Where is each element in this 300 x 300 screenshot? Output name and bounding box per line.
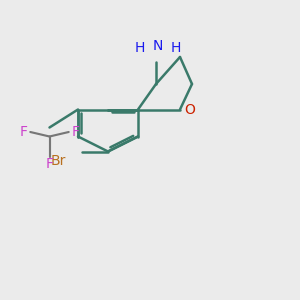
- Text: Br: Br: [51, 154, 66, 168]
- Text: N: N: [152, 39, 163, 53]
- Text: F: F: [46, 157, 53, 170]
- Text: F: F: [20, 125, 27, 139]
- Text: O: O: [184, 103, 195, 116]
- Text: F: F: [72, 125, 80, 139]
- Text: H: H: [134, 41, 145, 55]
- Text: H: H: [170, 41, 181, 55]
